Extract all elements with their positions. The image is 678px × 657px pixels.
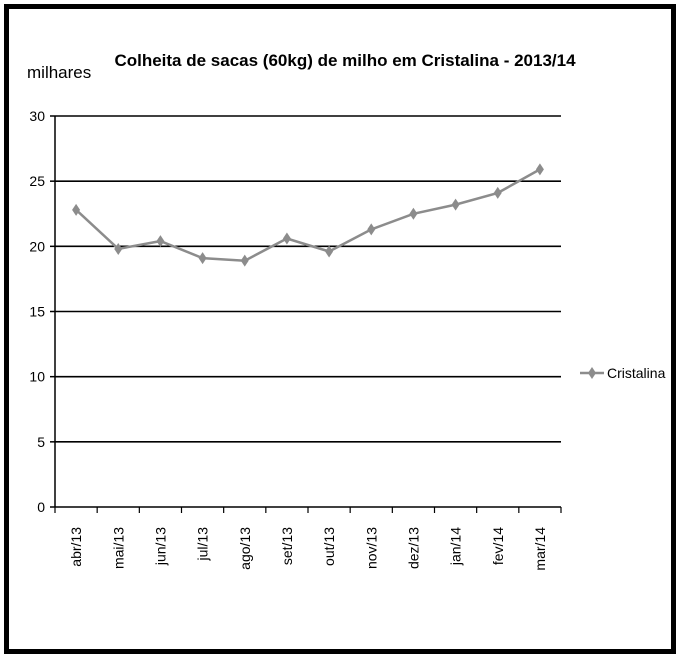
x-tick-label-jul-13: jul/13 <box>195 527 211 562</box>
data-point-out-13 <box>325 245 334 258</box>
x-tick-label-jun-13: jun/13 <box>152 527 168 566</box>
gridlines <box>55 115 561 443</box>
data-point-jan-14 <box>451 198 460 211</box>
data-point-mai-13 <box>114 242 123 255</box>
x-tick-label-out-13: out/13 <box>321 527 337 566</box>
data-point-nov-13 <box>367 223 376 236</box>
chart-frame <box>4 4 676 654</box>
series-cristalina <box>72 163 544 267</box>
legend-marker-cristalina <box>588 367 596 379</box>
x-tick-label-fev-14: fev/14 <box>490 527 506 565</box>
chart-title: Colheita de sacas (60kg) de milho em Cri… <box>114 51 576 70</box>
data-point-fev-14 <box>493 186 502 199</box>
y-tick-label-0: 0 <box>37 499 45 515</box>
x-tick-label-nov-13: nov/13 <box>363 527 379 569</box>
data-point-ago-13 <box>240 254 249 267</box>
y-tick-label-30: 30 <box>29 108 45 124</box>
data-point-mar-14 <box>535 163 544 176</box>
x-tick-label-abr-13: abr/13 <box>68 527 84 567</box>
series-line-cristalina <box>75 168 541 262</box>
x-tick-label-ago-13: ago/13 <box>237 527 253 570</box>
data-point-dez-13 <box>409 207 418 220</box>
x-tick-label-jan-14: jan/14 <box>448 527 464 566</box>
data-point-jul-13 <box>198 252 207 265</box>
y-axis: 0 5 10 15 20 25 30 <box>29 108 56 515</box>
legend-label-cristalina: Cristalina <box>607 365 666 381</box>
data-point-jun-13 <box>156 235 165 248</box>
y-tick-label-10: 10 <box>29 369 45 385</box>
y-tick-label-20: 20 <box>29 238 45 254</box>
y-tick-label-25: 25 <box>29 173 45 189</box>
x-axis: abr/13 mai/13 jun/13 jul/13 ago/13 set/13 out/… <box>54 506 562 571</box>
data-point-abr-13 <box>72 203 81 216</box>
y-tick-label-15: 15 <box>29 304 45 320</box>
x-tick-label-set-13: set/13 <box>279 527 295 565</box>
legend: Cristalina <box>580 365 666 381</box>
x-tick-label-dez-13: dez/13 <box>405 527 421 569</box>
x-tick-label-mar-14: mar/14 <box>532 527 548 571</box>
data-point-set-13 <box>282 232 291 245</box>
y-tick-label-5: 5 <box>37 434 45 450</box>
x-tick-label-mai-13: mai/13 <box>110 527 126 569</box>
unit-label: milhares <box>27 63 91 82</box>
